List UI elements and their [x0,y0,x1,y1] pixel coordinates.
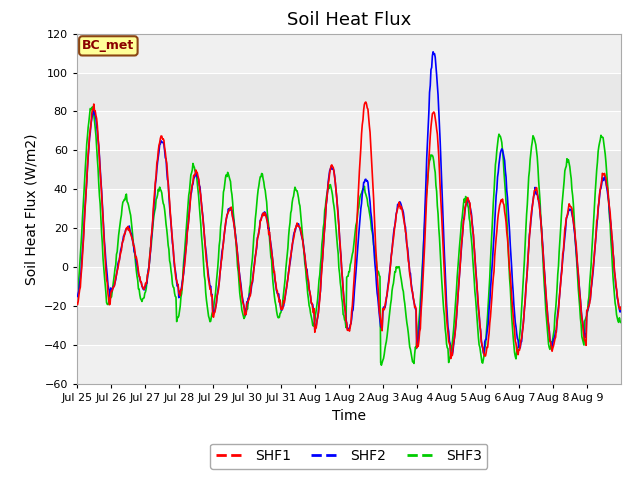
SHF3 [617,320,625,325]
SHF1 [465,200,473,205]
SHF1 [193,169,200,175]
SHF2 [429,49,437,55]
SHF1 [362,99,370,105]
Bar [77,111,621,150]
SHF2 [517,340,525,346]
Bar [77,34,621,72]
SHF3 [465,216,473,221]
SHF2 [465,199,473,204]
Line: SHF2: SHF2 [77,52,621,355]
SHF2 [73,294,81,300]
SHF1 [533,189,541,194]
Legend: SHF1, SHF2, SHF3: SHF1, SHF2, SHF3 [210,444,488,468]
Bar [77,72,621,111]
SHF1 [447,356,454,361]
Text: BC_met: BC_met [82,39,134,52]
SHF3 [73,296,81,301]
Line: SHF1: SHF1 [77,102,621,359]
Title: Soil Heat Flux: Soil Heat Flux [287,11,411,29]
SHF3 [517,317,525,323]
X-axis label: Time: Time [332,408,366,422]
Bar [77,345,621,384]
SHF2 [617,308,625,314]
Bar [77,267,621,306]
SHF1 [517,337,525,343]
SHF3 [378,362,385,368]
SHF2 [81,200,89,206]
SHF1 [73,300,81,306]
SHF3 [533,154,541,160]
SHF3 [148,233,156,239]
SHF2 [533,191,541,197]
Bar [77,306,621,345]
SHF1 [81,203,89,208]
SHF1 [147,235,155,240]
SHF2 [449,352,456,358]
Bar [77,228,621,267]
SHF1 [617,304,625,310]
SHF2 [147,238,155,243]
Bar [77,150,621,189]
Bar [77,189,621,228]
SHF3 [88,104,96,110]
Line: SHF3: SHF3 [77,107,621,365]
Y-axis label: Soil Heat Flux (W/m2): Soil Heat Flux (W/m2) [25,133,38,285]
SHF3 [193,180,201,185]
SHF2 [193,173,200,179]
SHF3 [81,165,89,171]
